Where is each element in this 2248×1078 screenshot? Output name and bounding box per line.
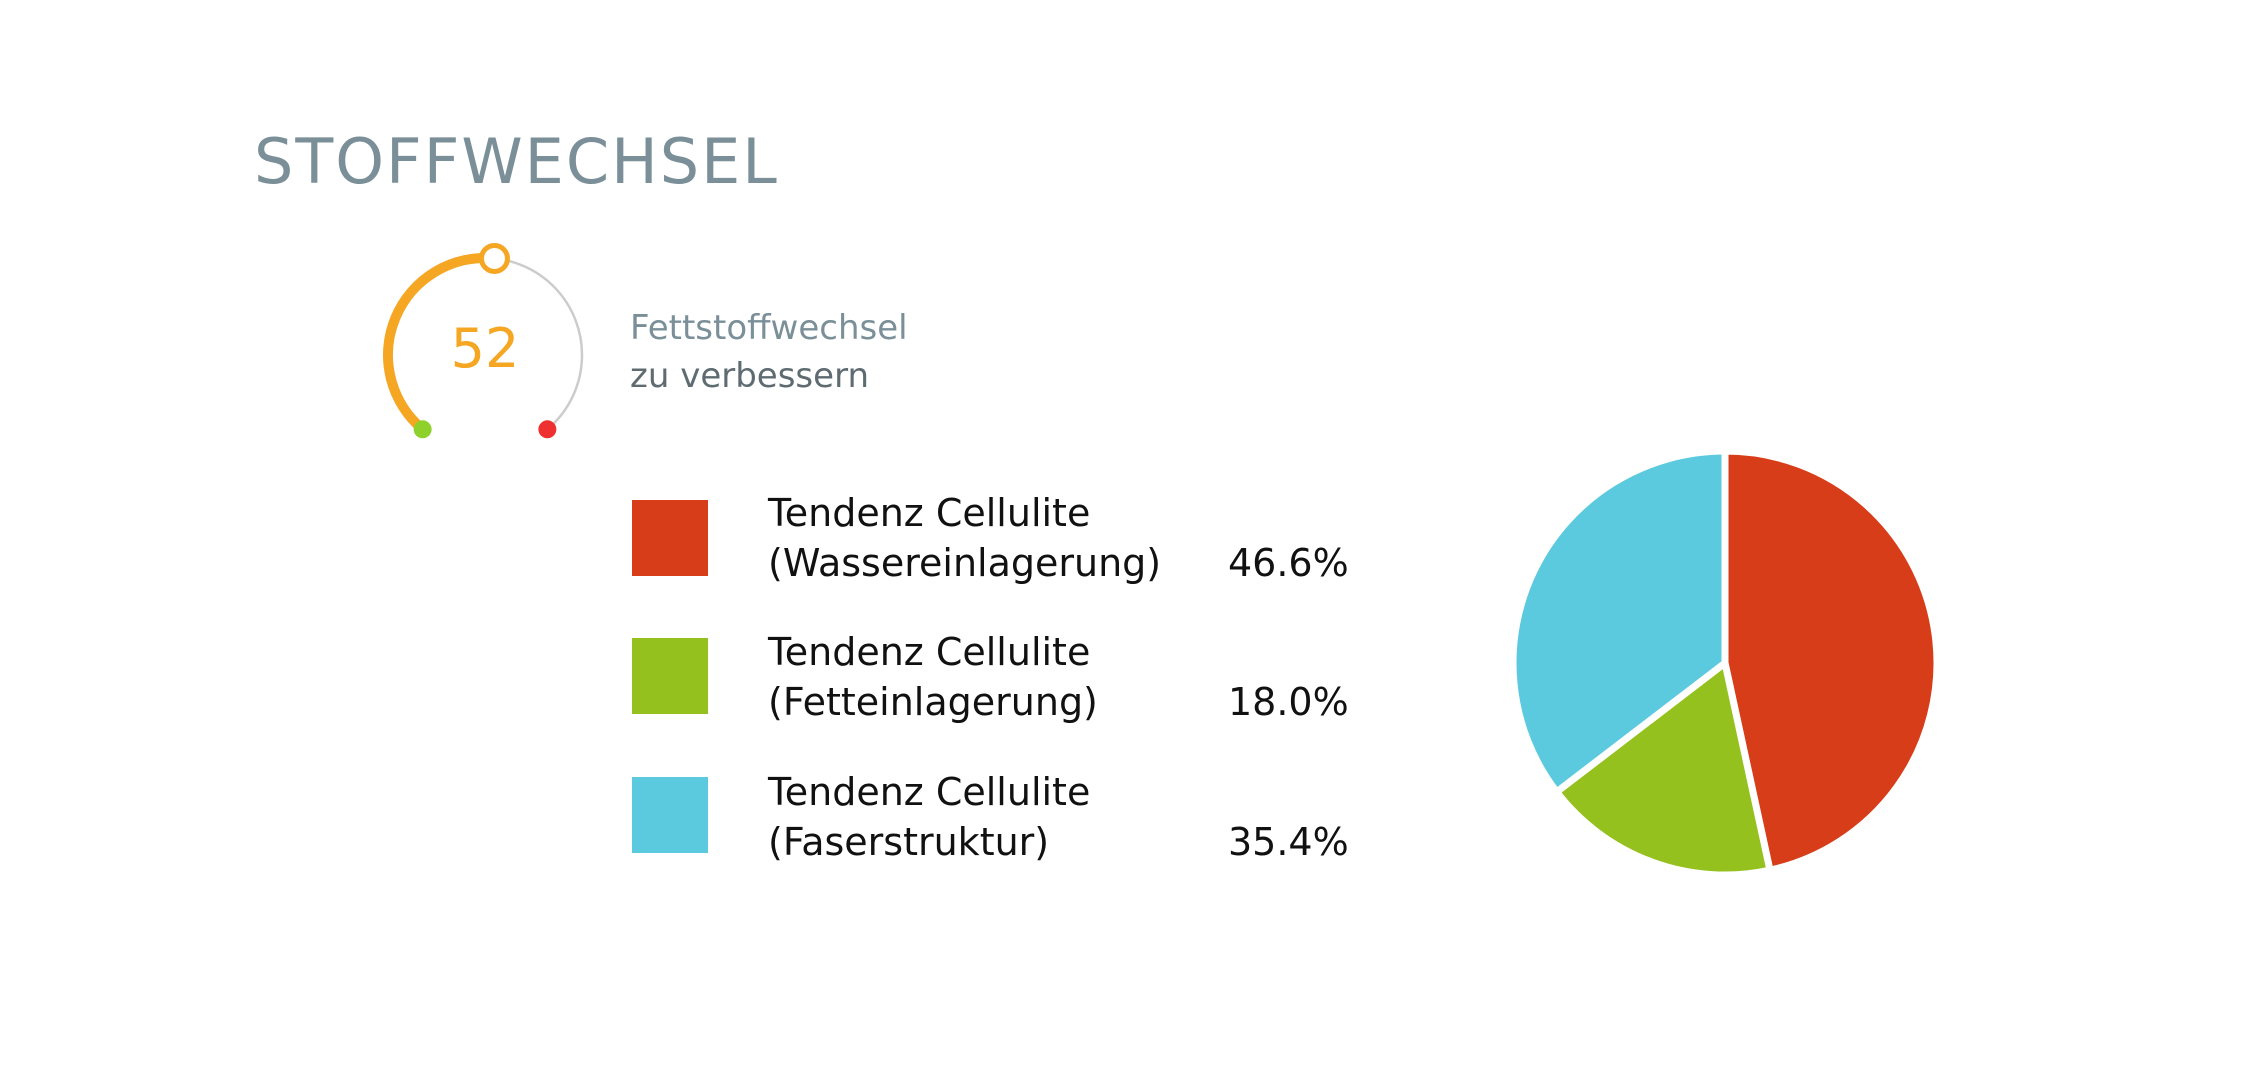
gauge-label: Fettstoffwechsel zu verbessern xyxy=(630,304,908,400)
pie-slice-fetteinlagerung xyxy=(1553,659,1774,879)
legend-label-line2: (Fetteinlagerung) xyxy=(768,680,1098,724)
score-gauge xyxy=(383,242,584,439)
legend-value-fetteinlagerung: 18.0% xyxy=(1228,680,1349,724)
legend-label-wassereinlagerung: Tendenz Cellulite (Wassereinlagerung) xyxy=(768,488,1161,588)
legend-swatch-faserstruktur xyxy=(632,777,708,853)
gauge-label-line1: Fettstoffwechsel xyxy=(630,308,908,348)
legend-label-fetteinlagerung: Tendenz Cellulite (Fetteinlagerung) xyxy=(768,627,1098,727)
gauge-fill xyxy=(383,253,500,435)
gauge-end-dot xyxy=(538,420,557,439)
legend-label-line1: Tendenz Cellulite xyxy=(768,770,1091,814)
gauge-label-line2: zu verbessern xyxy=(630,356,869,396)
pie-slice-faserstruktur xyxy=(1509,447,1729,796)
legend-label-line2: (Faserstruktur) xyxy=(768,820,1050,864)
legend-label-line2: (Wassereinlagerung) xyxy=(768,541,1162,585)
legend-value-wassereinlagerung: 46.6% xyxy=(1228,541,1349,585)
legend-value-faserstruktur: 35.4% xyxy=(1228,820,1349,864)
pie-slice-wassereinlagerung xyxy=(1721,447,1941,874)
section-title: STOFFWECHSEL xyxy=(254,125,779,198)
legend-label-faserstruktur: Tendenz Cellulite (Faserstruktur) xyxy=(768,767,1090,867)
gauge-value: 52 xyxy=(450,317,520,380)
gauge-knob xyxy=(478,242,510,274)
legend-label-line1: Tendenz Cellulite xyxy=(768,491,1091,535)
legend-swatch-fetteinlagerung xyxy=(632,638,708,714)
gauge-start-dot xyxy=(413,420,432,439)
legend-swatch-wassereinlagerung xyxy=(632,500,708,576)
pie-chart xyxy=(1509,447,1941,879)
legend-label-line1: Tendenz Cellulite xyxy=(768,630,1091,674)
